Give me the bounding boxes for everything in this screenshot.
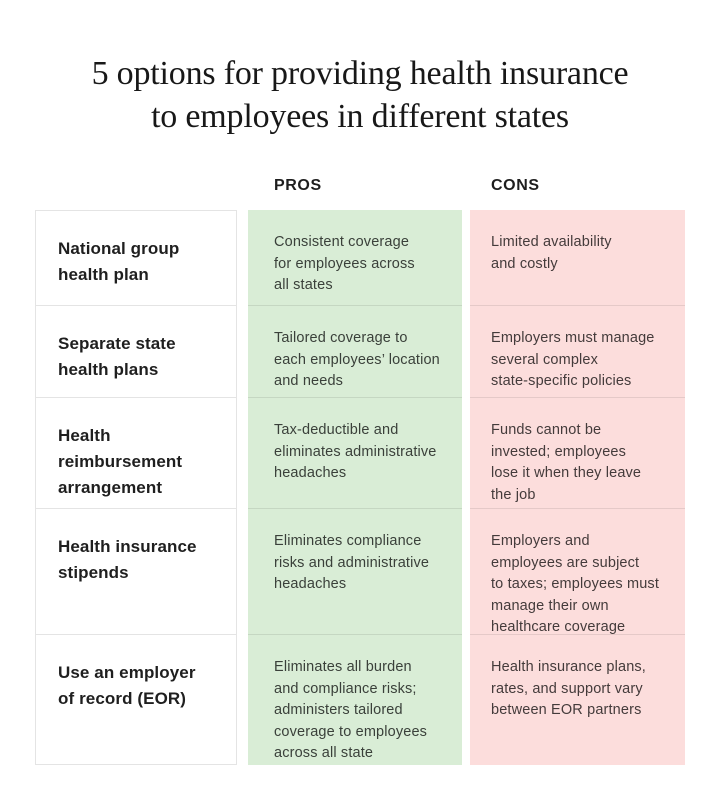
option-label: National group health plan: [58, 239, 180, 284]
option-label: Health reimbursement arrangement: [58, 426, 183, 497]
pro-cell: Consistent coverage for employees across…: [248, 210, 462, 305]
page-title: 5 options for providing health insurance…: [0, 52, 720, 138]
cons-column-header: CONS: [491, 177, 540, 194]
con-text: Funds cannot be invested; employees lose…: [491, 422, 642, 503]
pro-text: Eliminates compliance risks and administ…: [274, 533, 430, 592]
pro-text: Eliminates all burden and compliance ris…: [274, 659, 428, 761]
option-label: Health insurance stipends: [58, 537, 197, 582]
page-title-line1: 5 options for providing health insurance: [91, 55, 629, 92]
table-row: Use an employer of record (EOR) Eliminat…: [35, 634, 685, 765]
column-gutter: [462, 305, 470, 397]
column-gutter: [237, 210, 248, 305]
table-row: Separate state health plans Tailored cov…: [35, 305, 685, 397]
pro-text: Consistent coverage for employees across…: [274, 234, 415, 293]
pros-column-header: PROS: [274, 177, 322, 194]
con-cell: Limited availability and costly: [470, 210, 685, 305]
pro-cell: Tax-deductible and eliminates administra…: [248, 397, 462, 508]
con-cell: Employers must manage several complex st…: [470, 305, 685, 397]
con-text: Health insurance plans, rates, and suppo…: [491, 659, 646, 718]
column-gutter: [462, 397, 470, 508]
column-gutter: [462, 210, 470, 305]
table-row: National group health plan Consistent co…: [35, 210, 685, 305]
con-cell: Health insurance plans, rates, and suppo…: [470, 634, 685, 765]
option-cell: Health reimbursement arrangement: [35, 397, 237, 508]
option-label: Use an employer of record (EOR): [58, 663, 196, 708]
column-gutter: [237, 305, 248, 397]
column-gutter: [237, 397, 248, 508]
pro-text: Tailored coverage to each employees’ loc…: [274, 330, 440, 389]
column-gutter: [237, 634, 248, 765]
page-title-line2: to employees in different states: [151, 98, 569, 135]
pro-cell: Eliminates all burden and compliance ris…: [248, 634, 462, 765]
option-label: Separate state health plans: [58, 334, 176, 379]
con-text: Limited availability and costly: [491, 234, 612, 272]
con-text: Employers must manage several complex st…: [491, 330, 655, 389]
con-text: Employers and employees are subject to t…: [491, 533, 660, 635]
con-cell: Employers and employees are subject to t…: [470, 508, 685, 639]
comparison-table: National group health plan Consistent co…: [35, 210, 685, 765]
column-gutter: [237, 508, 248, 639]
pro-text: Tax-deductible and eliminates administra…: [274, 422, 437, 481]
con-cell: Funds cannot be invested; employees lose…: [470, 397, 685, 508]
pro-cell: Tailored coverage to each employees’ loc…: [248, 305, 462, 397]
option-cell: Use an employer of record (EOR): [35, 634, 237, 765]
column-gutter: [462, 634, 470, 765]
option-cell: Health insurance stipends: [35, 508, 237, 639]
pro-cell: Eliminates compliance risks and administ…: [248, 508, 462, 639]
column-gutter: [462, 508, 470, 639]
column-headers: PROS CONS: [35, 177, 685, 199]
table-row: Health reimbursement arrangement Tax-ded…: [35, 397, 685, 508]
table-row: Health insurance stipends Eliminates com…: [35, 508, 685, 639]
option-cell: National group health plan: [35, 210, 237, 305]
option-cell: Separate state health plans: [35, 305, 237, 397]
